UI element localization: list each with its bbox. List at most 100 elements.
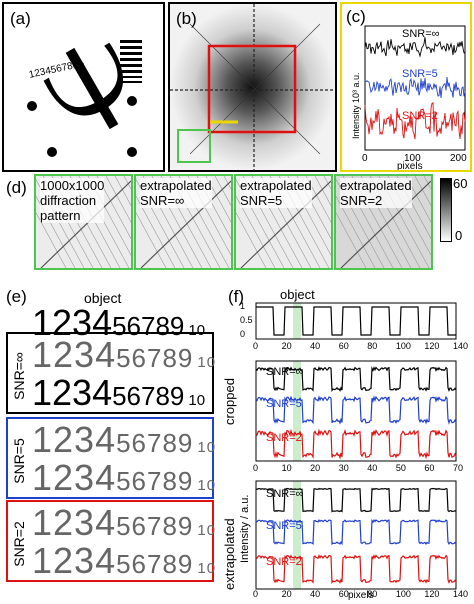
extrap-snr-5-trace <box>255 518 457 546</box>
digit-row: 123456789 10 <box>32 419 216 461</box>
highlight-band <box>293 361 301 461</box>
panel-e-group: SNR=∞ 123456789 10 123456789 10 <box>6 332 216 414</box>
x-tick-label: 60 <box>339 341 349 351</box>
x-tick-label: 80 <box>367 589 377 599</box>
digits-medium: 56789 <box>112 381 185 411</box>
panel-d-label: (d) <box>6 178 27 197</box>
digit-row: 123456789 10 <box>32 372 205 414</box>
extrap-snr-inf-trace <box>255 487 457 513</box>
panel-c-label: (c) <box>346 7 366 26</box>
digits-small: 10 <box>197 354 217 371</box>
x-tick-label: 70 <box>453 463 463 473</box>
x-axis-label: pixels <box>397 161 423 170</box>
caption-line: SNR=∞ <box>140 193 185 208</box>
x-tick-label: 30 <box>339 463 349 473</box>
series-label: SNR=∞ <box>266 366 304 378</box>
series-label: SNR=2 <box>266 556 302 568</box>
y-tick-label: 0.5 <box>240 315 253 325</box>
x-tick-label: 20 <box>282 341 292 351</box>
panel-b-label: (b) <box>176 9 197 28</box>
digits-small: 10 <box>197 439 217 456</box>
x-tick-label: 40 <box>310 589 320 599</box>
colorbar-max: 60 <box>453 176 468 191</box>
x-tick-label: 100 <box>396 589 411 599</box>
x-tick-label: 40 <box>367 463 377 473</box>
panel-d-tile-caption: extrapolated SNR=5 <box>240 178 312 208</box>
digits-big: 1234 <box>32 419 117 460</box>
digit-row: 123456789 10 <box>32 540 216 582</box>
caption-line: SNR=5 <box>240 193 283 208</box>
digits-medium: 56789 <box>116 549 194 579</box>
digit-row: 123456789 10 <box>32 302 205 344</box>
y-axis-label: Intensity / a.u. <box>239 495 251 563</box>
digits-big: 1234 <box>32 334 117 375</box>
dot-marker <box>127 96 137 106</box>
x-tick-label: 60 <box>424 463 434 473</box>
x-tick-label: 120 <box>424 341 439 351</box>
series-snr-inf-line <box>364 37 466 58</box>
bar-grating <box>120 40 142 83</box>
panel-e-object-label: object <box>84 290 122 306</box>
dot-marker <box>27 101 37 111</box>
panel-b: (b) <box>168 2 337 172</box>
panel-e-group: SNR=5 123456789 10 123456789 10 <box>6 417 217 499</box>
x-tick-label: 0 <box>253 341 258 351</box>
panel-d-tile-caption: extrapolated SNR=2 <box>340 178 412 208</box>
series-label: SNR=∞ <box>266 488 304 500</box>
highlight-band <box>293 303 301 339</box>
cropped-label: cropped <box>222 378 237 425</box>
dot-marker <box>127 147 137 157</box>
x-tick-label: 40 <box>310 341 320 351</box>
digits-medium: 56789 <box>112 311 185 341</box>
panel-e-group-label: SNR=∞ <box>11 352 27 400</box>
panel-d-tile: extrapolated SNR=5 <box>234 174 333 270</box>
x-tick-label: 10 <box>282 463 292 473</box>
digit-row: 123456789 10 <box>32 334 216 376</box>
dot-marker <box>47 147 57 157</box>
xtick-0: 0 <box>362 153 368 164</box>
panel-c: (c) SNR=∞ SNR=5 SNR=2 0 100 200 pixels I… <box>340 2 472 172</box>
digits-big: 1234 <box>32 457 117 498</box>
panel-d-tile: 1000x1000 diffraction pattern <box>34 174 133 270</box>
x-tick-label: 140 <box>453 341 468 351</box>
digits-small: 10 <box>197 477 217 494</box>
y-tick-label: 0 <box>240 329 245 339</box>
digits-small: 10 <box>197 522 217 539</box>
series-snr-2-label: SNR=2 <box>402 110 438 122</box>
x-tick-label: 60 <box>339 589 349 599</box>
x-tick-label: 120 <box>424 589 439 599</box>
panel-f-object-label: object <box>280 287 315 302</box>
digits-big: 1234 <box>32 540 117 581</box>
panel-e-group-label: SNR=2 <box>11 521 27 567</box>
panel-f-label: (f) <box>228 287 245 306</box>
extrap-snr-2-trace <box>255 554 457 585</box>
x-tick-label: 0 <box>253 589 258 599</box>
green-crop-box <box>177 129 211 163</box>
digits-big: 1234 <box>32 502 117 543</box>
series-label: SNR=5 <box>266 398 302 410</box>
series-label: SNR=5 <box>266 520 302 532</box>
digits-medium: 56789 <box>116 343 194 373</box>
x-tick-label: 80 <box>367 341 377 351</box>
xtick-100: 100 <box>404 153 421 164</box>
series-snr-5-line <box>364 76 466 98</box>
object-trace <box>256 306 456 336</box>
x-tick-label: 50 <box>396 463 406 473</box>
panel-d-tile: extrapolated SNR=2 <box>334 174 433 270</box>
colorbar <box>440 178 452 242</box>
caption-line: 1000x1000 <box>40 178 105 193</box>
x-tick-label: 140 <box>453 589 468 599</box>
panel-f-chart: object cropped extrapolated Intensity / … <box>222 287 468 600</box>
digits-big: 1234 <box>32 302 113 343</box>
digits-small: 9 10 <box>72 62 86 71</box>
digit-row: 123456789 10 <box>32 502 216 544</box>
psi-glyph <box>43 42 123 130</box>
xtick-200: 200 <box>450 153 467 164</box>
digits-big: 1234 <box>32 372 113 413</box>
cropped-snr-2-trace <box>255 428 457 460</box>
digits-small: 10 <box>197 560 217 577</box>
panel-d-tile: extrapolated SNR=∞ <box>134 174 233 270</box>
panel-c-chart: SNR=∞ SNR=5 SNR=2 0 100 200 pixels Inten… <box>351 25 467 170</box>
caption-line: extrapolated <box>340 178 412 193</box>
digits-small: 10 <box>188 392 206 409</box>
